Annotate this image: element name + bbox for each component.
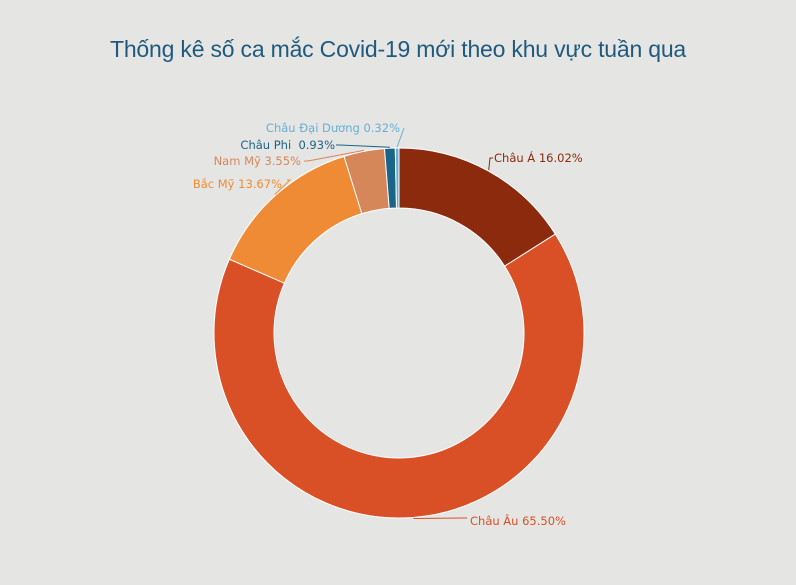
data-label-chau-dai-duong: Châu Đại Dương 0.32% (266, 121, 400, 135)
data-label-bac-my: Bắc Mỹ 13.67% (193, 177, 282, 191)
leader-line-chau-dai-duong (396, 127, 405, 148)
data-label-chau-a: Châu Á 16.02% (494, 150, 583, 165)
chart-title: Thống kê số ca mắc Covid-19 mới theo khu… (109, 36, 686, 62)
leader-line-nam-my (304, 149, 364, 162)
slice-bac-my (228, 155, 363, 284)
leader-line-bac-my (274, 179, 292, 195)
slice-chau-dai-duong (394, 147, 400, 209)
data-label-chau-phi: Châu Phi 0.93% (240, 138, 335, 152)
data-label-nam-my: Nam Mỹ 3.55% (214, 154, 301, 168)
leader-line-chau-phi (336, 144, 390, 148)
leader-line-chau-a (488, 157, 493, 171)
slice-chau-au (213, 233, 585, 519)
data-label-chau-au: Châu Âu 65.50% (470, 513, 566, 528)
